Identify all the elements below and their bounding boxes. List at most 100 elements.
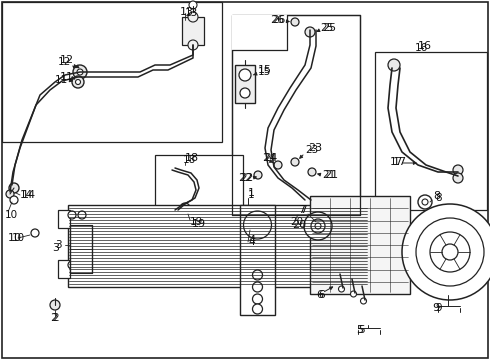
Text: 8: 8 bbox=[433, 191, 440, 201]
Bar bbox=[375, 52, 487, 210]
Circle shape bbox=[31, 229, 39, 237]
Bar bbox=[232, 15, 287, 50]
Text: 16: 16 bbox=[418, 41, 432, 51]
Circle shape bbox=[68, 261, 76, 269]
Bar bbox=[68, 205, 368, 287]
Text: 6: 6 bbox=[316, 290, 323, 300]
Text: 23: 23 bbox=[308, 143, 322, 153]
Circle shape bbox=[350, 291, 357, 297]
Circle shape bbox=[73, 65, 87, 79]
Text: 26: 26 bbox=[272, 15, 285, 25]
Bar bbox=[310, 196, 410, 294]
Circle shape bbox=[9, 183, 19, 193]
Circle shape bbox=[188, 40, 198, 50]
Circle shape bbox=[416, 218, 484, 286]
Text: 21: 21 bbox=[322, 170, 335, 180]
Circle shape bbox=[6, 190, 14, 198]
Circle shape bbox=[418, 195, 432, 209]
Text: 14: 14 bbox=[20, 190, 33, 200]
Circle shape bbox=[274, 161, 282, 169]
Text: 11: 11 bbox=[60, 72, 74, 82]
Circle shape bbox=[252, 282, 263, 292]
Text: 7: 7 bbox=[300, 205, 307, 215]
Bar bbox=[155, 155, 243, 235]
Text: 15: 15 bbox=[258, 65, 272, 75]
Circle shape bbox=[68, 211, 76, 219]
Circle shape bbox=[77, 69, 83, 75]
Text: 19: 19 bbox=[190, 217, 203, 227]
Circle shape bbox=[422, 199, 428, 205]
Circle shape bbox=[361, 298, 367, 304]
Text: 21: 21 bbox=[324, 170, 338, 180]
Circle shape bbox=[402, 204, 490, 300]
Circle shape bbox=[430, 232, 470, 272]
Text: 3: 3 bbox=[55, 240, 62, 250]
Text: 4: 4 bbox=[248, 237, 255, 247]
Text: 1: 1 bbox=[248, 190, 255, 200]
Text: 26: 26 bbox=[270, 15, 284, 25]
Text: 5: 5 bbox=[358, 325, 365, 335]
Text: 13: 13 bbox=[180, 7, 194, 17]
Text: 20: 20 bbox=[290, 217, 303, 227]
Text: 6: 6 bbox=[318, 290, 325, 300]
Circle shape bbox=[315, 223, 321, 229]
Circle shape bbox=[239, 69, 251, 81]
Circle shape bbox=[75, 80, 80, 85]
Circle shape bbox=[188, 12, 198, 22]
Circle shape bbox=[339, 286, 344, 292]
Circle shape bbox=[305, 27, 315, 37]
Text: 17: 17 bbox=[390, 157, 403, 167]
Bar bbox=[58, 260, 70, 278]
Ellipse shape bbox=[244, 211, 271, 239]
Circle shape bbox=[252, 304, 263, 314]
Text: 13: 13 bbox=[185, 8, 198, 18]
Text: 23: 23 bbox=[305, 145, 318, 155]
Text: 22: 22 bbox=[238, 173, 252, 183]
Text: 4: 4 bbox=[248, 235, 255, 245]
Text: 9: 9 bbox=[432, 303, 439, 313]
Circle shape bbox=[240, 88, 250, 98]
Text: 24: 24 bbox=[264, 153, 277, 163]
Bar bbox=[2, 2, 222, 142]
Circle shape bbox=[291, 18, 299, 26]
Circle shape bbox=[308, 168, 316, 176]
Circle shape bbox=[72, 76, 84, 88]
Circle shape bbox=[189, 1, 197, 9]
Text: 20: 20 bbox=[292, 220, 306, 230]
Text: 10: 10 bbox=[8, 233, 22, 243]
Text: 24: 24 bbox=[262, 153, 276, 163]
Text: 1: 1 bbox=[248, 188, 255, 198]
Circle shape bbox=[252, 294, 263, 304]
Circle shape bbox=[254, 171, 262, 179]
Circle shape bbox=[453, 173, 463, 183]
Circle shape bbox=[388, 59, 400, 71]
Bar bbox=[182, 17, 204, 45]
Text: 15: 15 bbox=[258, 67, 271, 77]
Circle shape bbox=[304, 212, 332, 240]
Bar bbox=[235, 65, 255, 103]
Text: 12: 12 bbox=[58, 57, 71, 67]
Bar bbox=[240, 205, 275, 315]
Text: 8: 8 bbox=[435, 193, 441, 203]
Circle shape bbox=[252, 270, 263, 280]
Circle shape bbox=[311, 219, 325, 233]
Text: 17: 17 bbox=[393, 157, 407, 167]
Text: 18: 18 bbox=[185, 153, 199, 163]
Text: 7: 7 bbox=[298, 205, 305, 215]
Text: 3: 3 bbox=[52, 243, 59, 253]
Circle shape bbox=[291, 158, 299, 166]
Text: 25: 25 bbox=[322, 23, 336, 33]
Text: 12: 12 bbox=[60, 55, 74, 65]
Text: 10: 10 bbox=[12, 233, 25, 243]
Bar bbox=[70, 225, 92, 273]
Text: 22: 22 bbox=[240, 173, 253, 183]
Text: 25: 25 bbox=[320, 23, 333, 33]
Text: 10: 10 bbox=[5, 210, 18, 220]
Circle shape bbox=[442, 244, 458, 260]
Circle shape bbox=[50, 300, 60, 310]
Circle shape bbox=[174, 208, 182, 216]
Circle shape bbox=[78, 211, 86, 219]
Text: 19: 19 bbox=[192, 219, 206, 229]
Text: 11: 11 bbox=[55, 75, 68, 85]
Circle shape bbox=[180, 203, 190, 213]
